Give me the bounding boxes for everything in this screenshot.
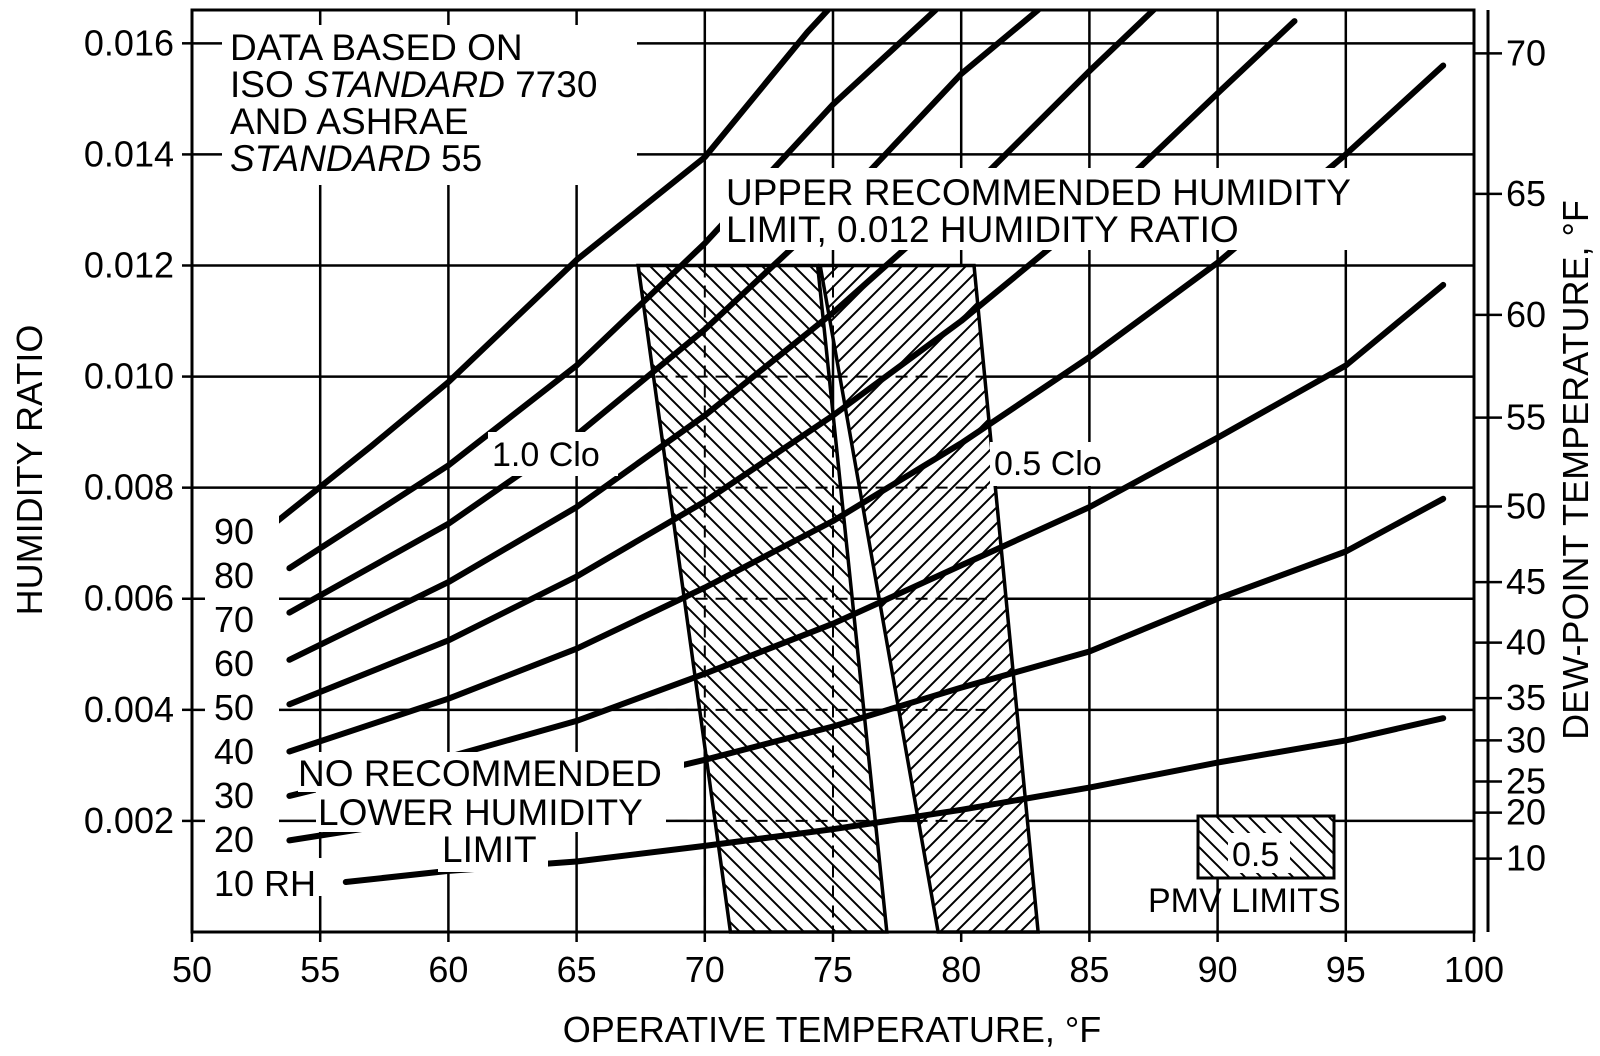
y-tick-label-0: 0.002 xyxy=(84,800,174,841)
y-tick-label-1: 0.004 xyxy=(84,689,174,730)
y-tick-label-5: 0.012 xyxy=(84,244,174,285)
dp-tick-label-50: 50 xyxy=(1506,486,1546,527)
rh-label-40: 40 xyxy=(214,731,254,772)
svg-text:DATA BASED ON: DATA BASED ON xyxy=(230,27,523,68)
rh-label-70: 70 xyxy=(214,599,254,640)
y2-axis-title: DEW-POINT TEMPERATURE, °F xyxy=(1555,200,1596,740)
x-tick-label-90: 90 xyxy=(1198,949,1238,990)
rh-label-10: 10 RH xyxy=(214,863,316,904)
rh-curve-30 xyxy=(286,281,1447,799)
source-line4a: STANDARD xyxy=(230,138,431,179)
upper-limit-line1: UPPER RECOMMENDED HUMIDITY xyxy=(726,172,1351,213)
x-tick-label-95: 95 xyxy=(1326,949,1366,990)
rh-curve-70 xyxy=(286,10,1042,616)
upper-limit-annotation: UPPER RECOMMENDED HUMIDITY LIMIT, 0.012 … xyxy=(720,168,1405,250)
dp-tick-label-10: 10 xyxy=(1506,838,1546,879)
rh-curve-90 xyxy=(271,10,831,527)
source-line2b: STANDARD xyxy=(304,64,505,105)
pmv-legend: 0.5 PMV LIMITS xyxy=(1148,814,1341,920)
x-tick-label-50: 50 xyxy=(172,949,212,990)
source-line3: AND ASHRAE xyxy=(230,101,469,142)
dp-tick-label-40: 40 xyxy=(1506,622,1546,663)
y-tick-label-6: 0.014 xyxy=(84,133,174,174)
x-tick-label-85: 85 xyxy=(1069,949,1109,990)
rh-label-20: 20 xyxy=(214,819,254,860)
legend-label: PMV LIMITS xyxy=(1148,882,1341,920)
dp-tick-label-55: 55 xyxy=(1506,397,1546,438)
rh-curve-80 xyxy=(286,10,939,572)
rh-label-80: 80 xyxy=(214,555,254,596)
y-tick-label-3: 0.008 xyxy=(84,467,174,508)
dp-tick-label-70: 70 xyxy=(1506,32,1546,73)
svg-text:ISO STANDARD 7730: ISO STANDARD 7730 xyxy=(230,64,597,105)
lower-limit-line2: LOWER HUMIDITY xyxy=(318,792,643,833)
clo-labels: 1.0 Clo 0.5 Clo xyxy=(488,432,1120,486)
rh-label-90: 90 xyxy=(214,511,254,552)
x-tick-label-75: 75 xyxy=(813,949,853,990)
source-line1: DATA BASED ON xyxy=(230,27,523,68)
dp-tick-label-20: 20 xyxy=(1506,792,1546,833)
svg-text:STANDARD 55: STANDARD 55 xyxy=(230,138,482,179)
y-tick-label-4: 0.010 xyxy=(84,356,174,397)
reference-dashed-lines xyxy=(635,265,987,932)
x-tick-label-70: 70 xyxy=(685,949,725,990)
x-tick-label-55: 55 xyxy=(300,949,340,990)
svg-text:AND ASHRAE: AND ASHRAE xyxy=(230,101,469,142)
source-line4b: 55 xyxy=(431,138,482,179)
rh-label-50: 50 xyxy=(214,687,254,728)
dp-tick-label-45: 45 xyxy=(1506,561,1546,602)
rh-label-60: 60 xyxy=(214,643,254,684)
x-tick-label-100: 100 xyxy=(1444,949,1504,990)
rh-curve-50 xyxy=(286,18,1298,708)
x-axis-title: OPERATIVE TEMPERATURE, °F xyxy=(563,1009,1101,1050)
upper-limit-line2: LIMIT, 0.012 HUMIDITY RATIO xyxy=(726,209,1239,250)
x-tick-label-60: 60 xyxy=(428,949,468,990)
dp-tick-label-65: 65 xyxy=(1506,173,1546,214)
source-line2a: ISO xyxy=(230,64,304,105)
legend-value: 0.5 xyxy=(1232,836,1279,874)
lower-limit-line3: LIMIT xyxy=(442,829,537,870)
lower-limit-annotation: NO RECOMMENDED LOWER HUMIDITY LIMIT xyxy=(298,752,684,872)
dp-tick-label-25: 25 xyxy=(1506,760,1546,801)
y-tick-label-7: 0.016 xyxy=(84,22,174,63)
clo-label-1-0: 1.0 Clo xyxy=(492,436,600,474)
source-annotation: DATA BASED ON ISO STANDARD 7730 AND ASHR… xyxy=(222,25,637,185)
rh-curve-60 xyxy=(286,10,1157,663)
rh-label-30: 30 xyxy=(214,775,254,816)
lower-limit-line1: NO RECOMMENDED xyxy=(298,753,662,794)
clo-label-0-5: 0.5 Clo xyxy=(994,445,1102,483)
dp-tick-label-60: 60 xyxy=(1506,294,1546,335)
rh-labels: 90 80 70 60 50 40 30 20 10 RH xyxy=(205,506,335,904)
axis-ticks: 50 55 60 65 70 75 80 85 90 95 100 0.002 0.004 0.006 0.… xyxy=(84,10,1546,990)
y-tick-label-2: 0.006 xyxy=(84,578,174,619)
x-tick-label-65: 65 xyxy=(557,949,597,990)
y-axis-title: HUMIDITY RATIO xyxy=(9,325,50,616)
x-tick-label-80: 80 xyxy=(941,949,981,990)
dp-tick-label-35: 35 xyxy=(1506,677,1546,718)
comfort-zones xyxy=(636,263,1041,934)
dp-tick-label-30: 30 xyxy=(1506,719,1546,760)
source-line2c: 7730 xyxy=(505,64,598,105)
